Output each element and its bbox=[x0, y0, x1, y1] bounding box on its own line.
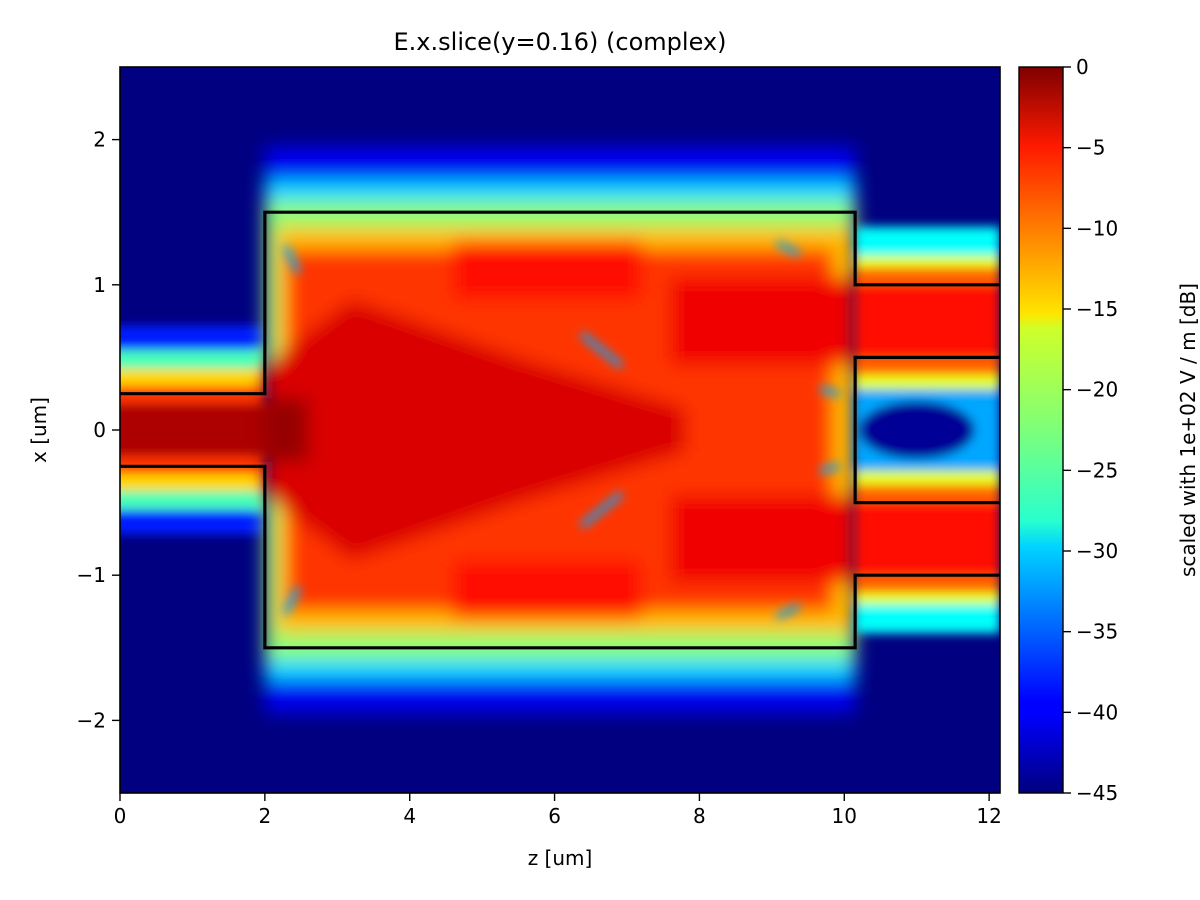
x-tick-label: 12 bbox=[976, 804, 1001, 828]
minimum-streak-3 bbox=[776, 604, 801, 619]
x-tick-label: 4 bbox=[403, 804, 416, 828]
minimum-streak-2 bbox=[776, 241, 801, 256]
colorbar-tick-label: −30 bbox=[1076, 539, 1118, 563]
y-axis: −2 −1 0 1 2 bbox=[77, 128, 120, 732]
x-axis-label: z [um] bbox=[528, 846, 593, 870]
colorbar-tick-label: −5 bbox=[1076, 136, 1105, 160]
y-tick-label: 0 bbox=[93, 418, 106, 442]
x-tick-label: 8 bbox=[693, 804, 706, 828]
lower-lobe bbox=[453, 560, 642, 619]
minimum-streak-0 bbox=[580, 332, 623, 368]
x-tick-label: 6 bbox=[548, 804, 561, 828]
central-lobe bbox=[264, 299, 685, 561]
minimum-streak-1 bbox=[580, 492, 623, 528]
outline-path-0 bbox=[120, 210, 1000, 396]
chart-title: E.x.slice(y=0.16) (complex) bbox=[394, 28, 727, 56]
interference-minima bbox=[283, 241, 841, 619]
minimum-streak-5 bbox=[819, 463, 841, 474]
lower-image bbox=[670, 495, 856, 583]
output-core-1 bbox=[855, 502, 1000, 576]
output-gap-minimum bbox=[858, 400, 975, 460]
minimum-streak-6 bbox=[283, 245, 301, 274]
x-tick-label: 10 bbox=[832, 804, 857, 828]
x-axis: 0 2 4 6 8 10 12 bbox=[114, 793, 1002, 828]
heatmap-field bbox=[120, 67, 1000, 793]
colorbar-tick-label: −35 bbox=[1076, 620, 1118, 644]
mmi-field bbox=[264, 146, 856, 714]
y-tick-label: −1 bbox=[77, 563, 106, 587]
upper-lobe bbox=[453, 241, 642, 300]
output-core-0 bbox=[855, 284, 1000, 358]
y-tick-label: −2 bbox=[77, 708, 106, 732]
structure-outline bbox=[120, 210, 1000, 650]
colorbar-tick-label: 0 bbox=[1076, 55, 1089, 79]
upper-image bbox=[670, 277, 856, 365]
colorbar-tick-label: −25 bbox=[1076, 458, 1118, 482]
x-tick-label: 0 bbox=[114, 804, 127, 828]
outline-path-1 bbox=[120, 464, 1000, 650]
colorbar-tick-label: −40 bbox=[1076, 700, 1118, 724]
colorbar-tick-label: −10 bbox=[1076, 216, 1118, 240]
y-axis-label: x [um] bbox=[27, 397, 51, 463]
x-tick-label: 2 bbox=[258, 804, 271, 828]
colorbar-tick-label: −45 bbox=[1076, 781, 1118, 805]
colorbar-tick-label: −15 bbox=[1076, 297, 1118, 321]
mmi-entry-hotspot bbox=[264, 398, 309, 462]
minimum-streak-4 bbox=[819, 386, 841, 397]
colorbar-label: scaled with 1e+02 V / m [dB] bbox=[1176, 283, 1200, 577]
minimum-streak-7 bbox=[283, 586, 301, 615]
colorbar-tick-label: −20 bbox=[1076, 378, 1118, 402]
y-tick-label: 1 bbox=[93, 273, 106, 297]
colorbar bbox=[1018, 66, 1064, 794]
y-tick-label: 2 bbox=[93, 128, 106, 152]
colorbar-axis: 0 −5 −10 −15 −20 −25 −30 −35 −40 −45 bbox=[1063, 55, 1118, 805]
outline-path-2 bbox=[853, 355, 1000, 505]
output-waveguide-field bbox=[855, 226, 1000, 634]
